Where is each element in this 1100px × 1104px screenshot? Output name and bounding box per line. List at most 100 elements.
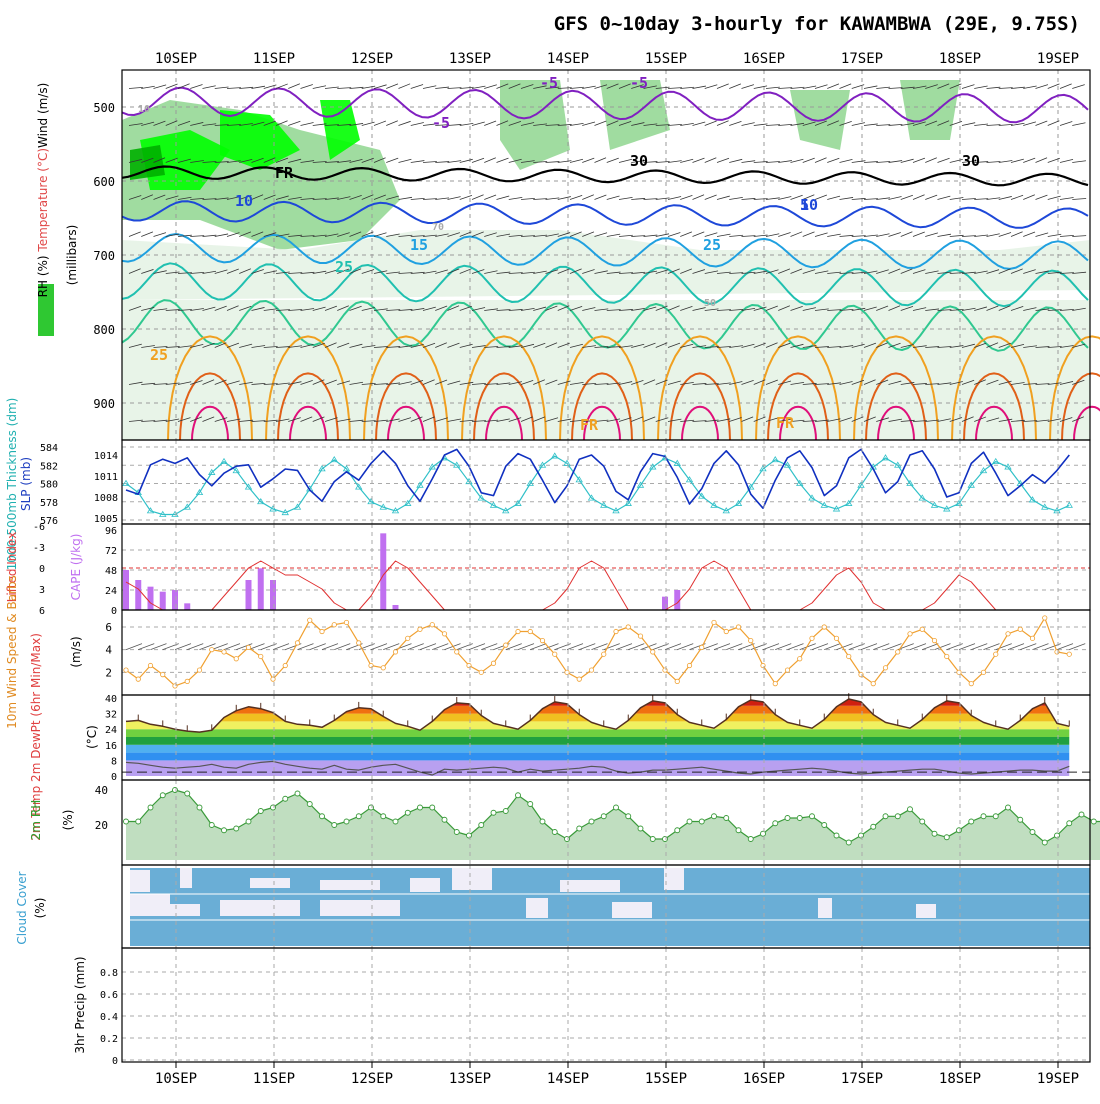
wind-barb xyxy=(655,197,670,200)
wind-barb xyxy=(851,416,864,422)
wind-barb xyxy=(974,270,988,274)
wind-barb xyxy=(839,381,853,385)
wind-barb xyxy=(520,380,534,385)
wind-barb xyxy=(545,197,560,200)
wind-barb xyxy=(398,234,413,237)
wind-barb xyxy=(680,419,695,422)
wind10-point xyxy=(245,644,252,651)
wind-barb xyxy=(729,345,743,348)
wind-barb xyxy=(1023,85,1037,89)
wind-barb xyxy=(275,418,290,422)
wind10-point xyxy=(405,635,411,641)
wind-barb xyxy=(949,121,963,126)
rh2m-point xyxy=(233,825,240,832)
day-label-bottom: 17SEP xyxy=(841,1071,883,1087)
wind10-point xyxy=(343,619,350,626)
thickness-point xyxy=(122,479,130,486)
wind-barb xyxy=(398,345,413,348)
cape-tick-label: 96 xyxy=(105,526,117,537)
thickness-point xyxy=(257,497,265,505)
rh2m-point xyxy=(135,818,142,825)
wind-barb xyxy=(533,161,548,163)
wind-barb xyxy=(337,342,350,348)
wind-barb xyxy=(520,271,535,274)
wind-barb xyxy=(704,419,719,422)
wind10-barb xyxy=(579,643,596,651)
wind-barb xyxy=(361,269,375,274)
wind10-point xyxy=(784,667,791,673)
thickness-point xyxy=(208,468,216,475)
wind10-point xyxy=(1042,615,1048,621)
wind-barb xyxy=(594,383,609,385)
isotherm-30 xyxy=(669,372,731,441)
cape-tick-label: 72 xyxy=(105,546,117,557)
cloud-unit-label: (%) xyxy=(33,898,47,919)
lifted-tick-label: 6 xyxy=(39,606,45,617)
wind-barb xyxy=(802,231,815,237)
wind-barb xyxy=(925,120,938,126)
wind-barb xyxy=(275,382,290,385)
wind-barb xyxy=(1072,122,1086,126)
wind10-barb xyxy=(701,643,718,651)
wind-barb xyxy=(582,121,596,126)
rh2m-point xyxy=(980,813,987,820)
wind-barb xyxy=(704,194,717,200)
thickness-point xyxy=(220,457,228,465)
wind-barb xyxy=(520,235,535,237)
wind-barb xyxy=(300,308,315,311)
rh2m-point xyxy=(662,836,668,842)
wind-barb xyxy=(753,161,768,163)
wind10-point xyxy=(147,662,154,669)
wind-barb xyxy=(410,308,425,311)
wind-barb xyxy=(1059,272,1074,274)
wind-barb xyxy=(692,121,706,126)
rh2m-tick-label: 40 xyxy=(95,784,108,797)
wind-barb xyxy=(386,271,401,274)
wind-barb xyxy=(814,194,828,200)
wind-barb xyxy=(802,194,815,200)
wind-barb xyxy=(239,86,254,89)
wind-barb xyxy=(876,342,888,348)
wind10-barb xyxy=(419,643,437,651)
rh2m-point xyxy=(551,829,558,835)
wind-barb xyxy=(594,232,608,237)
wind-barb xyxy=(692,420,707,422)
wind-barb xyxy=(692,231,705,237)
wind-barb xyxy=(1047,382,1062,385)
wind10-point xyxy=(968,681,974,687)
day-label-top: 16SEP xyxy=(743,51,785,67)
wind-barb xyxy=(827,382,842,385)
contour-label: 50 xyxy=(704,298,716,309)
wind-barb xyxy=(778,87,793,89)
wind10-point xyxy=(637,633,644,639)
rh2m-point xyxy=(613,804,619,811)
wind-barb xyxy=(361,382,376,385)
wind10-barb xyxy=(199,643,216,651)
wind-barb xyxy=(925,346,940,348)
wind-barb xyxy=(1059,345,1074,348)
wind10-unit-label: (m/s) xyxy=(69,636,83,667)
isotherm-25 xyxy=(363,335,449,441)
wind10-point xyxy=(931,637,938,644)
wind-barb xyxy=(998,380,1012,385)
wind-barb xyxy=(410,416,423,422)
wind-barb xyxy=(802,269,816,274)
wind10-barb xyxy=(150,643,167,651)
wind-barb xyxy=(288,83,301,89)
wind-barb xyxy=(839,197,854,200)
wind-barb xyxy=(300,197,315,200)
wind-barb xyxy=(986,233,1000,237)
wind10-point xyxy=(895,649,901,655)
wind-barb xyxy=(876,86,891,89)
wind-barb xyxy=(569,158,584,163)
wind-barb xyxy=(533,234,548,237)
thickness-point xyxy=(685,476,694,483)
wind-barb xyxy=(876,417,889,422)
wind-barb xyxy=(937,83,950,89)
wind10-point xyxy=(258,653,264,660)
wind-barb xyxy=(1047,309,1062,311)
wind-barb xyxy=(496,233,510,237)
temp2m-tick-label: 8 xyxy=(111,756,117,767)
wind-barb xyxy=(288,196,302,200)
wind-barb xyxy=(435,417,448,422)
